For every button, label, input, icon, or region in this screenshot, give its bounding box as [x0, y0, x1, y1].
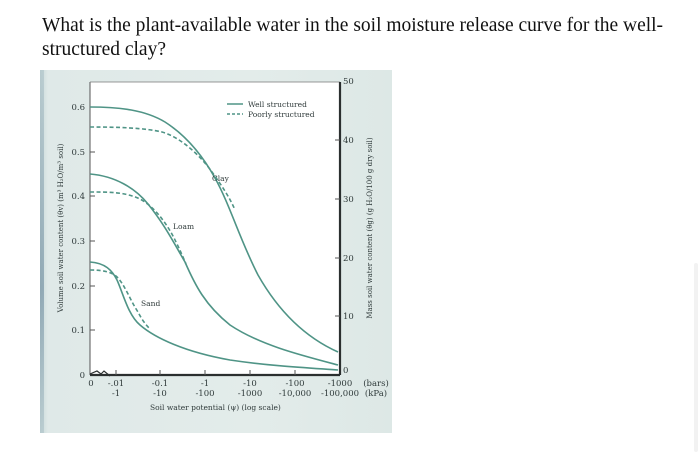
y2-tick-40: 40 [343, 136, 354, 146]
legend-well-structured: Well structured [248, 100, 307, 109]
y2-tick-0: 0 [343, 366, 348, 376]
y-tick-0.4: 0.4 [71, 192, 85, 202]
y-tick-0.3: 0.3 [71, 237, 85, 247]
plot-area [90, 82, 340, 375]
svg-text:-1000: -1000 [238, 389, 263, 399]
x-ticks [115, 370, 296, 375]
svg-text:-100: -100 [195, 389, 214, 399]
loam-poorly-curve [89, 191, 187, 265]
left-tick-labels: 0.6 0.5 0.4 0.3 0.2 0.1 0 [71, 103, 85, 381]
right-ticks [335, 139, 340, 317]
y-tick-0.6: 0.6 [71, 103, 85, 113]
clay-poorly-curve [89, 126, 236, 211]
y-tick-0.5: 0.5 [71, 148, 85, 158]
scrollbar-thumb[interactable] [694, 263, 698, 452]
svg-text:(kPa): (kPa) [365, 388, 387, 399]
question-text: What is the plant-available water in the… [42, 15, 664, 60]
svg-text:-1: -1 [112, 389, 120, 399]
svg-text:(bars): (bars) [363, 378, 389, 389]
legend-poorly-structured: Poorly structured [248, 110, 315, 119]
y2-tick-30: 30 [343, 195, 354, 205]
axis-break-mark [89, 370, 111, 377]
y-tick-0: 0 [80, 371, 85, 381]
sand-poorly-curve [89, 269, 151, 330]
loam-label: Loam [173, 222, 194, 231]
svg-text:-0.1: -0.1 [152, 379, 168, 389]
y2-tick-10: 10 [343, 312, 354, 322]
photo-edge-shadow [40, 70, 44, 433]
clay-label: Clay [212, 174, 230, 183]
right-tick-labels: 50 40 30 20 10 0 [343, 77, 354, 376]
sand-label: Sand [141, 299, 160, 308]
y-tick-0.2: 0.2 [71, 282, 85, 292]
svg-text:-10: -10 [153, 389, 167, 399]
x-tick-labels-bars: 0 -.01 -0.1 -1 -10 -100 -1000 (bars) [88, 378, 389, 389]
soil-labels: Clay Loam Sand [141, 174, 230, 308]
y-axis-right-title: Mass soil water content (θg) (g H₂O/100 … [366, 137, 374, 319]
svg-text:-100,000: -100,000 [321, 389, 359, 399]
y-tick-0.1: 0.1 [71, 326, 85, 336]
y2-tick-20: 20 [343, 254, 354, 264]
x-axis-title: Soil water potential (ψ) (log scale) [150, 403, 281, 412]
svg-text:-1000: -1000 [328, 379, 353, 389]
svg-text:-.01: -.01 [108, 379, 124, 389]
svg-text:-1: -1 [201, 379, 209, 389]
svg-text:-10,000: -10,000 [279, 389, 312, 399]
svg-text:0: 0 [88, 379, 93, 389]
x-tick-labels-kpa: -1 -10 -100 -1000 -10,000 -100,000 (kPa) [112, 388, 387, 399]
loam-well-curve [89, 173, 339, 366]
y-axis-left-title: Volume soil water content (θv) (m³ H₂O/m… [57, 143, 65, 313]
sand-well-curve [89, 261, 339, 371]
legend: Well structured Poorly structured [227, 100, 315, 119]
curves [89, 106, 339, 371]
svg-text:-10: -10 [243, 379, 257, 389]
svg-text:-100: -100 [285, 379, 304, 389]
clay-well-curve [89, 106, 339, 353]
y2-tick-50: 50 [343, 77, 354, 87]
